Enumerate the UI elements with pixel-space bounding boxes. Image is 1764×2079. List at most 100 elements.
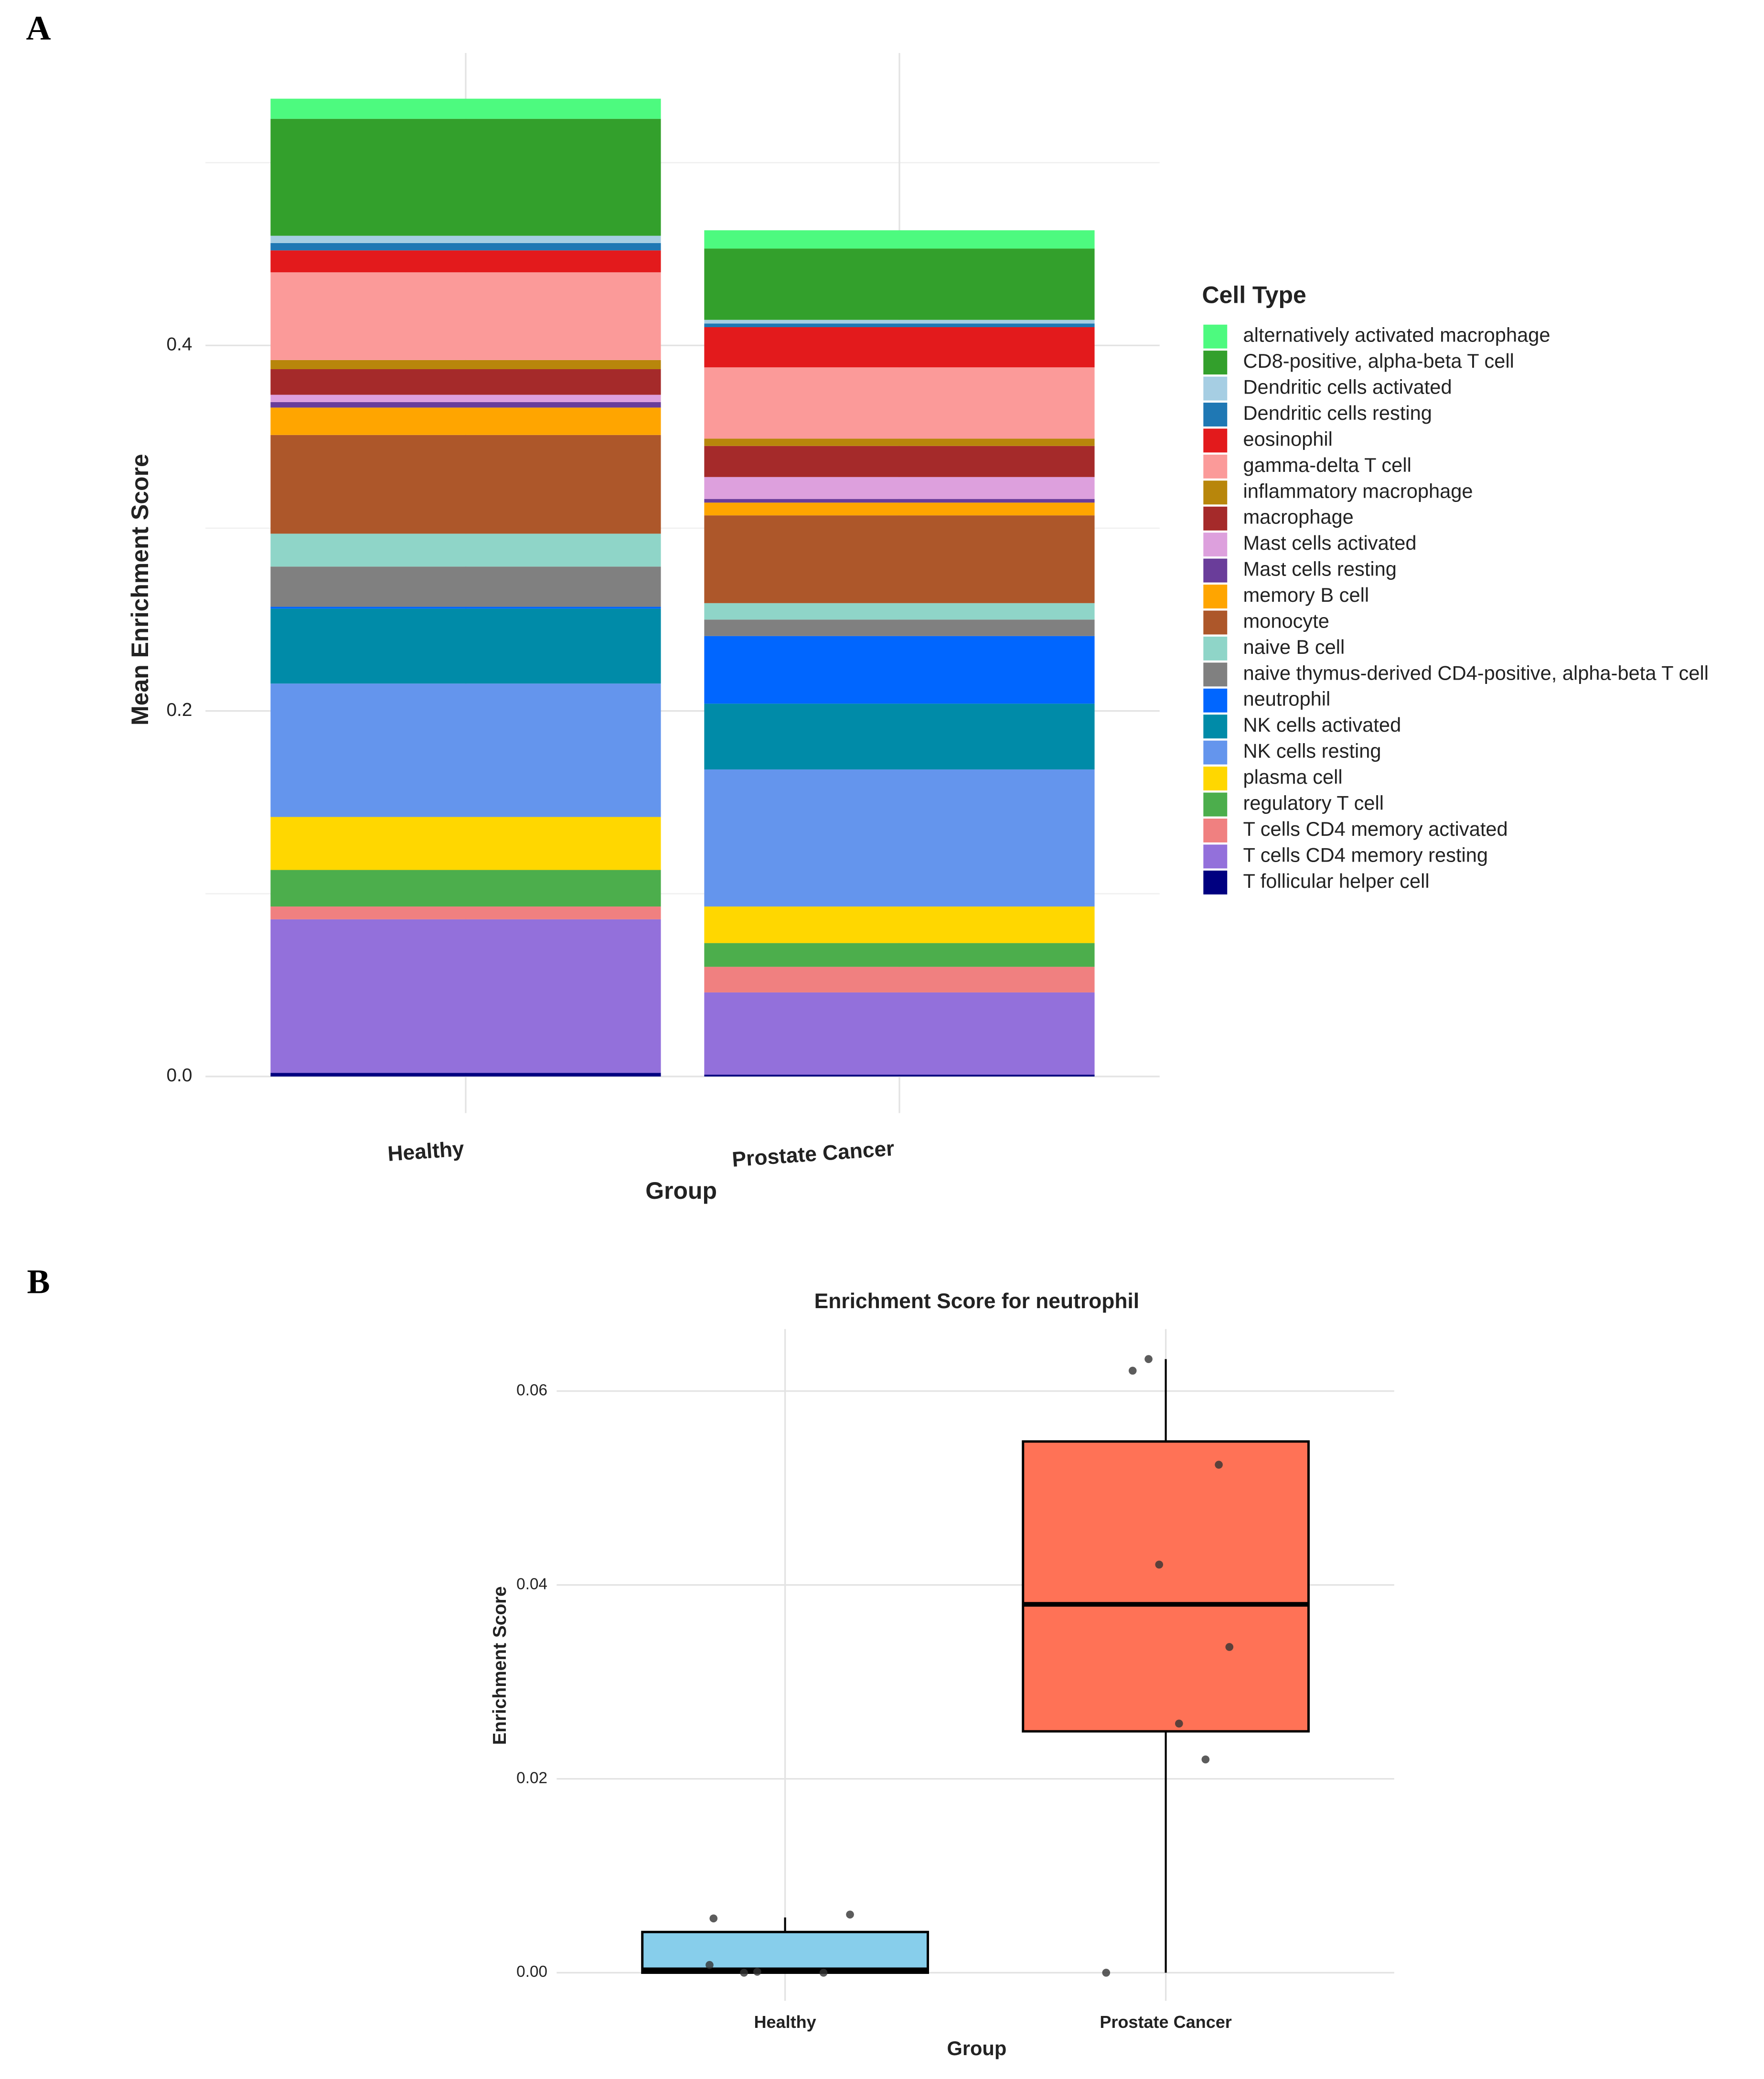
bar-segment bbox=[270, 407, 661, 435]
legend-label: plasma cell bbox=[1243, 766, 1343, 788]
data-point bbox=[1225, 1643, 1234, 1651]
legend-label: naive thymus-derived CD4-positive, alpha… bbox=[1243, 661, 1709, 684]
bar-segment bbox=[270, 402, 661, 408]
bar-segment bbox=[270, 118, 661, 236]
bar-segment bbox=[270, 608, 661, 684]
bar-segment bbox=[270, 566, 661, 607]
legend-label: NK cells resting bbox=[1243, 740, 1381, 762]
legend-swatch bbox=[1203, 376, 1228, 401]
legend-label: Dendritic cells resting bbox=[1243, 402, 1432, 424]
y-tick-label: 0.06 bbox=[516, 1381, 547, 1399]
bar-segment bbox=[704, 327, 1095, 368]
bar-segment bbox=[270, 435, 661, 534]
legend-label: neutrophil bbox=[1243, 688, 1331, 710]
legend-swatch bbox=[1203, 844, 1228, 869]
legend-swatch bbox=[1203, 767, 1228, 791]
legend-label: monocyte bbox=[1243, 609, 1329, 632]
bar-segment bbox=[704, 636, 1095, 704]
bar-segment bbox=[704, 477, 1095, 499]
data-point bbox=[1155, 1560, 1164, 1569]
bar-segment bbox=[270, 272, 661, 360]
legend-swatch bbox=[1203, 636, 1228, 661]
legend-label: macrophage bbox=[1243, 506, 1354, 528]
legend-label: inflammatory macrophage bbox=[1243, 480, 1473, 502]
bar-segment bbox=[270, 98, 661, 119]
x-tick-label: Healthy bbox=[754, 2012, 816, 2032]
bar-segment bbox=[704, 230, 1095, 249]
y-tick-label: 0.00 bbox=[516, 1963, 547, 1981]
legend-swatch bbox=[1203, 533, 1228, 557]
y-tick-label: 0.0 bbox=[166, 1065, 192, 1086]
bar-segment bbox=[270, 250, 661, 273]
bar-segment bbox=[270, 243, 661, 251]
data-point bbox=[1128, 1366, 1137, 1375]
bar-segment bbox=[270, 607, 661, 609]
box bbox=[1022, 1440, 1310, 1733]
legend-swatch bbox=[1203, 792, 1228, 817]
bar-segment bbox=[704, 367, 1095, 439]
bar-segment bbox=[704, 603, 1095, 620]
bar-segment bbox=[704, 515, 1095, 603]
bar-segment bbox=[704, 906, 1095, 943]
bar-segment bbox=[704, 248, 1095, 320]
y-tick-label: 0.04 bbox=[516, 1575, 547, 1593]
legend-swatch bbox=[1203, 480, 1228, 505]
panel-label: B bbox=[27, 1263, 50, 1301]
x-tick-label: Healthy bbox=[387, 1137, 465, 1166]
bar-segment bbox=[270, 360, 661, 369]
bar-segment bbox=[270, 683, 661, 817]
bar-segment bbox=[270, 369, 661, 395]
y-axis-title: Mean Enrichment Score bbox=[127, 454, 153, 725]
data-point bbox=[740, 1969, 748, 1977]
x-tick-label: Prostate Cancer bbox=[1100, 2012, 1231, 2032]
legend-swatch bbox=[1203, 403, 1228, 426]
bar-segment bbox=[704, 1075, 1095, 1077]
data-point bbox=[1201, 1755, 1210, 1764]
data-point bbox=[753, 1968, 761, 1976]
data-point bbox=[1144, 1355, 1153, 1363]
data-point bbox=[819, 1969, 828, 1977]
box bbox=[641, 1930, 929, 1974]
legend-swatch bbox=[1203, 818, 1228, 842]
y-axis-title: Enrichment Score bbox=[490, 1586, 510, 1745]
y-tick-label: 0.2 bbox=[166, 700, 192, 720]
legend-label: NK cells activated bbox=[1243, 714, 1401, 736]
legend-label: Mast cells resting bbox=[1243, 558, 1397, 580]
data-point bbox=[1102, 1969, 1111, 1977]
panel-label: A bbox=[26, 9, 51, 47]
legend-label: naive B cell bbox=[1243, 636, 1345, 658]
bar-segment bbox=[704, 320, 1095, 324]
legend-swatch bbox=[1203, 610, 1228, 635]
data-point bbox=[1215, 1461, 1223, 1469]
legend-swatch bbox=[1203, 870, 1228, 895]
data-point bbox=[846, 1910, 854, 1919]
legend-swatch bbox=[1203, 714, 1228, 739]
chart-title: Enrichment Score for neutrophil bbox=[814, 1290, 1139, 1313]
bar-segment bbox=[270, 235, 661, 243]
legend-swatch bbox=[1203, 351, 1228, 375]
x-axis-title: Group bbox=[645, 1177, 717, 1204]
bar-segment bbox=[704, 502, 1095, 516]
legend-label: T cells CD4 memory activated bbox=[1243, 818, 1508, 840]
data-point bbox=[1175, 1719, 1183, 1728]
y-tick-label: 0.02 bbox=[516, 1769, 547, 1787]
legend-label: CD8-positive, alpha-beta T cell bbox=[1243, 350, 1514, 372]
bar-segment bbox=[704, 992, 1095, 1075]
bar-segment bbox=[704, 446, 1095, 477]
bar-segment bbox=[270, 870, 661, 907]
bar-segment bbox=[704, 704, 1095, 770]
bar-segment bbox=[270, 1073, 661, 1077]
legend-swatch bbox=[1203, 506, 1228, 531]
legend-title: Cell Type bbox=[1202, 282, 1306, 309]
legend-swatch bbox=[1203, 740, 1228, 765]
legend-label: alternatively activated macrophage bbox=[1243, 324, 1550, 346]
bar-segment bbox=[704, 769, 1095, 907]
bar-segment bbox=[270, 919, 661, 1073]
bar-segment bbox=[704, 967, 1095, 992]
legend-label: T follicular helper cell bbox=[1243, 870, 1430, 892]
y-tick-label: 0.4 bbox=[166, 334, 192, 355]
data-point bbox=[709, 1914, 718, 1923]
bar-segment bbox=[270, 906, 661, 919]
bar-segment bbox=[704, 619, 1095, 636]
